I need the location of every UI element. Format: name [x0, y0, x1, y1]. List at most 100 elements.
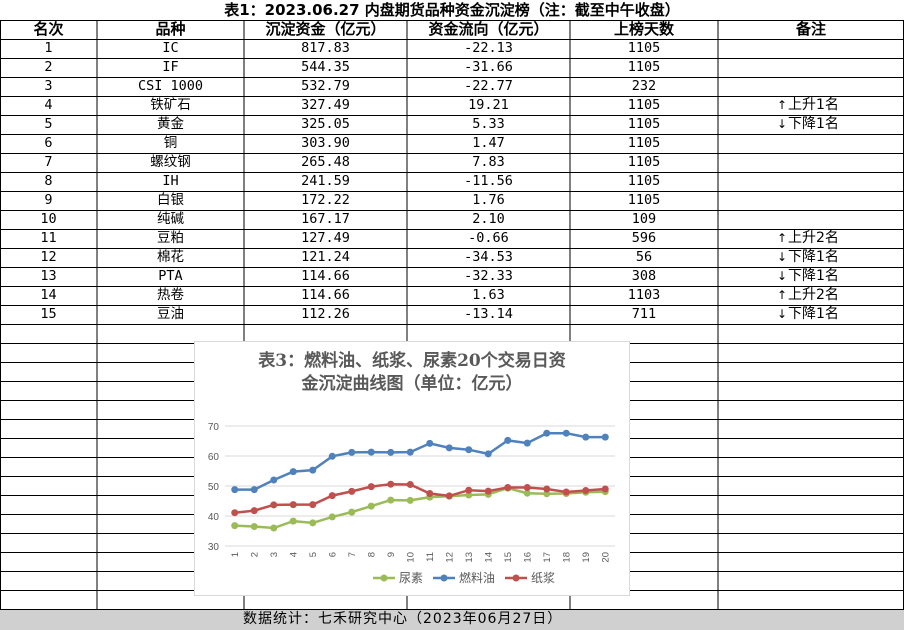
data-point: [348, 508, 356, 516]
x-tick-label: 20: [600, 552, 611, 563]
data-point: [289, 517, 297, 525]
legend-marker: [512, 574, 520, 582]
legend-marker: [380, 574, 388, 582]
flow-cell: 5.33: [472, 116, 505, 132]
days-cell: 109: [631, 211, 657, 227]
y-tick-label: 30: [208, 542, 220, 553]
column-header: 沉淀资金（亿元）: [265, 20, 386, 38]
data-point: [465, 491, 473, 499]
data-point: [543, 429, 551, 437]
arrow-up-icon: ↑: [776, 98, 788, 112]
fund-cell: 167.17: [301, 211, 350, 227]
data-point: [582, 433, 590, 441]
flow-cell: -13.14: [464, 306, 513, 322]
fund-cell: 532.79: [301, 78, 350, 94]
data-point: [250, 523, 258, 530]
data-point: [328, 452, 336, 460]
days-cell: 56: [635, 249, 653, 265]
flow-cell: -31.66: [464, 59, 513, 75]
x-tick-label: 7: [347, 552, 358, 557]
data-point: [484, 450, 492, 458]
variety-cell: CSI 1000: [137, 78, 204, 94]
x-tick-label: 6: [327, 552, 338, 557]
rank-cell: 6: [44, 135, 53, 151]
data-point: [543, 485, 551, 493]
x-tick-label: 18: [561, 552, 572, 563]
arrow-down-icon: ↓: [776, 117, 788, 131]
variety-cell: 铜: [163, 135, 178, 151]
x-tick-label: 1: [230, 552, 241, 557]
data-point: [445, 492, 453, 500]
flow-cell: -32.33: [464, 268, 513, 284]
column-header: 品种: [155, 20, 186, 38]
rank-cell: 14: [40, 287, 57, 303]
arrow-up-icon: ↑: [776, 231, 788, 245]
y-tick-label: 60: [208, 452, 220, 463]
x-tick-label: 19: [581, 552, 592, 563]
column-header: 备注: [795, 20, 826, 38]
data-point: [523, 484, 531, 491]
x-tick-label: 15: [503, 552, 514, 563]
arrow-down-icon: ↓: [776, 269, 788, 283]
variety-cell: 黄金: [157, 116, 184, 132]
fund-cell: 544.35: [301, 59, 350, 75]
x-tick-label: 3: [269, 552, 280, 557]
days-cell: 1105: [627, 40, 661, 56]
data-point: [523, 439, 531, 447]
rank-cell: 8: [44, 173, 53, 189]
days-cell: 1103: [627, 287, 661, 303]
rank-cell: 13: [40, 268, 57, 284]
data-point: [231, 509, 239, 517]
x-tick-label: 14: [483, 552, 494, 563]
flow-cell: 1.76: [472, 192, 505, 208]
data-point: [309, 501, 317, 509]
data-point: [601, 485, 609, 493]
data-point: [406, 496, 414, 504]
variety-cell: 豆粕: [157, 230, 184, 246]
remark-cell: ↓下降1名: [776, 267, 839, 286]
variety-cell: 棉花: [157, 249, 184, 265]
fund-cell: 265.48: [301, 154, 350, 170]
data-point: [289, 501, 297, 509]
data-point: [601, 433, 609, 441]
variety-cell: 纯碱: [157, 211, 184, 227]
data-point: [523, 489, 531, 497]
data-point: [562, 488, 570, 496]
arrow-up-icon: ↑: [776, 288, 788, 302]
data-point: [465, 486, 473, 494]
column-header: 名次: [33, 20, 64, 38]
fund-cell: 114.66: [301, 268, 350, 284]
variety-cell: 螺纹钢: [150, 154, 191, 170]
remark-text: 下降1名: [788, 268, 839, 284]
chart-title: 表3：燃料油、纸浆、尿素20个交易日资 金沉淀曲线图（单位：亿元）: [195, 350, 629, 396]
rank-cell: 5: [44, 116, 53, 132]
x-tick-label: 9: [386, 552, 397, 557]
x-tick-label: 12: [444, 552, 455, 563]
x-tick-label: 17: [542, 552, 553, 563]
x-tick-label: 10: [405, 552, 416, 563]
flow-cell: -22.77: [464, 78, 513, 94]
rank-cell: 4: [44, 97, 53, 113]
rank-cell: 1: [44, 40, 53, 56]
data-point: [406, 481, 414, 488]
data-point: [328, 492, 336, 500]
rank-cell: 2: [44, 59, 53, 75]
remark-text: 上升1名: [788, 97, 839, 113]
legend-label: 尿素: [399, 571, 423, 585]
data-point: [309, 519, 317, 527]
rank-cell: 10: [40, 211, 57, 227]
remark-text: 上升2名: [788, 287, 839, 303]
variety-cell: IC: [162, 40, 179, 56]
remark-text: 下降1名: [788, 306, 839, 322]
fund-cell: 241.59: [301, 173, 350, 189]
data-point: [387, 480, 395, 488]
legend-label: 纸浆: [531, 570, 555, 585]
flow-cell: 1.63: [472, 287, 505, 303]
fund-cell: 127.49: [301, 230, 350, 246]
flow-cell: -34.53: [464, 249, 513, 265]
x-tick-label: 2: [249, 552, 260, 557]
x-tick-label: 5: [308, 552, 319, 557]
days-cell: 1105: [627, 97, 661, 113]
chart-title-line1: 表3：燃料油、纸浆、尿素20个交易日资: [258, 351, 566, 371]
